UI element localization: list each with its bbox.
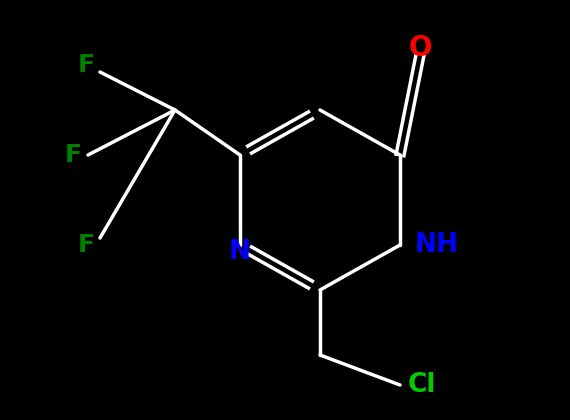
Text: F: F: [78, 53, 95, 77]
Text: F: F: [65, 143, 82, 167]
Text: N: N: [229, 239, 251, 265]
Text: NH: NH: [415, 232, 459, 258]
Text: Cl: Cl: [408, 372, 437, 398]
Text: F: F: [78, 233, 95, 257]
Text: O: O: [408, 34, 431, 62]
